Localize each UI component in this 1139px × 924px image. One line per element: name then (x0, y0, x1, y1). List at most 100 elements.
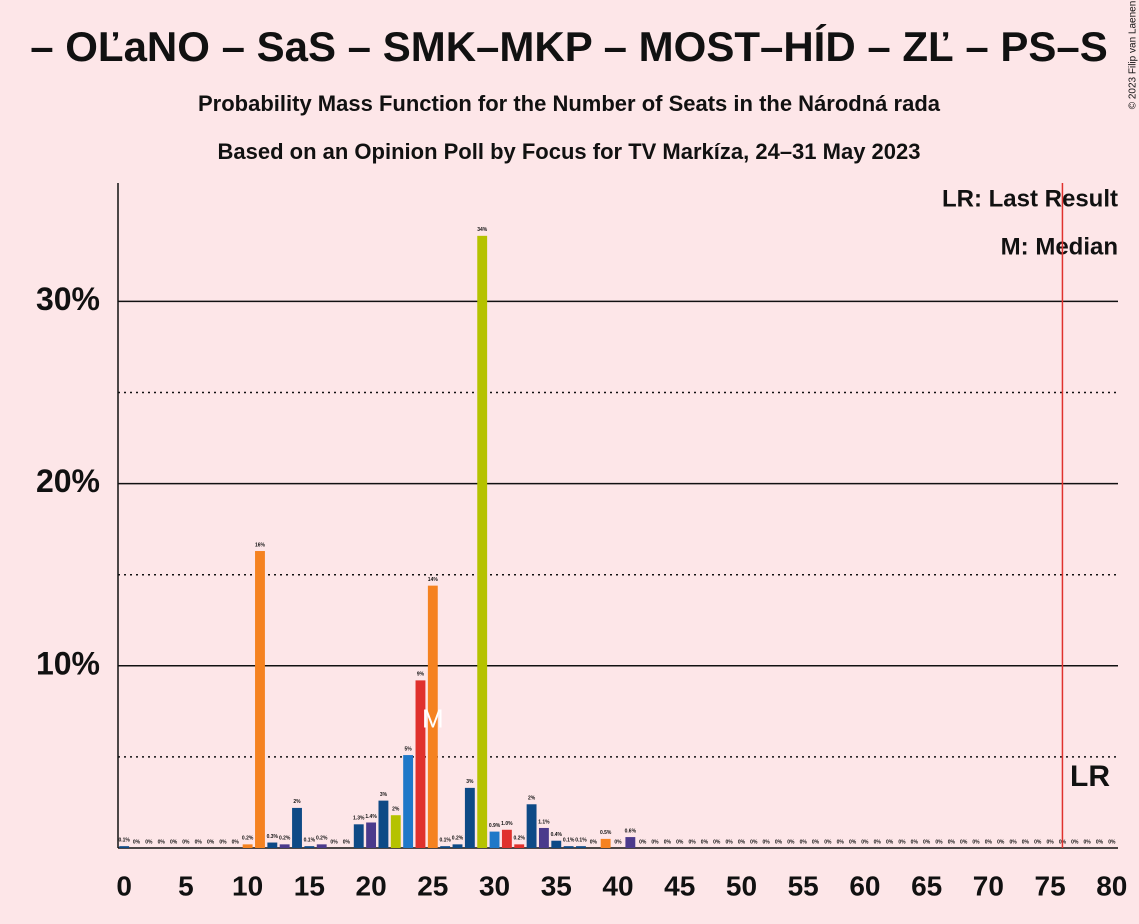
bar (514, 844, 525, 848)
value-label: 1.3% (353, 816, 365, 822)
x-tick-label: 35 (541, 870, 572, 901)
value-label: 0% (1096, 839, 1104, 845)
value-label: 0.2% (452, 836, 464, 842)
x-tick-label: 50 (726, 870, 757, 901)
value-label: 1.4% (365, 814, 377, 820)
value-label: 0% (1071, 839, 1079, 845)
bar (563, 846, 574, 848)
copyright: © 2023 Filip van Laenen (1128, 1, 1139, 110)
bar (551, 840, 562, 848)
value-label: 0% (886, 839, 894, 845)
last-result-label: LR (1070, 760, 1110, 793)
value-label: 0% (923, 839, 931, 845)
value-label: 0% (738, 839, 746, 845)
bar (600, 838, 611, 848)
bar (279, 844, 290, 848)
bar (378, 800, 389, 848)
value-label: 0.2% (242, 836, 254, 842)
chart-subtitle: Based on an Opinion Poll by Focus for TV… (218, 139, 921, 164)
value-label: 14% (428, 577, 439, 583)
value-label: 0% (590, 839, 598, 845)
value-label: 0% (824, 839, 832, 845)
bar (119, 846, 130, 848)
bar (366, 822, 377, 848)
bar (267, 842, 278, 848)
x-tick-label: 60 (849, 870, 880, 901)
value-label: 3% (466, 779, 474, 785)
value-label: 0% (664, 839, 672, 845)
bar (526, 804, 537, 848)
value-label: 5% (405, 746, 413, 752)
value-label: 0% (170, 839, 178, 845)
value-label: 0% (639, 839, 647, 845)
x-tick-label: 0 (116, 870, 132, 901)
bar (415, 680, 426, 848)
value-label: 0.2% (279, 836, 291, 842)
value-label: 0.4% (551, 832, 563, 838)
x-tick-label: 25 (417, 870, 448, 901)
value-label: 0.9% (489, 823, 501, 829)
value-label: 0% (750, 839, 758, 845)
value-label: 0% (874, 839, 882, 845)
x-tick-label: 5 (178, 870, 194, 901)
value-label: 0.1% (118, 838, 130, 844)
bar (353, 824, 364, 848)
value-label: 0% (219, 839, 227, 845)
value-label: 0% (849, 839, 857, 845)
bar (464, 787, 475, 848)
x-tick-label: 40 (602, 870, 633, 901)
value-label: 0.3% (267, 834, 279, 840)
value-label: 0% (713, 839, 721, 845)
value-label: 0% (1046, 839, 1054, 845)
value-label: 0.5% (600, 830, 612, 836)
median-marker: M (422, 703, 444, 733)
x-tick-label: 10 (232, 870, 263, 901)
value-label: 0% (676, 839, 684, 845)
value-label: 0.6% (625, 828, 637, 834)
value-label: 0% (960, 839, 968, 845)
value-label: 0% (1009, 839, 1017, 845)
value-label: 0% (688, 839, 696, 845)
chart-subtitle: Probability Mass Function for the Number… (198, 91, 941, 116)
x-tick-label: 80 (1096, 870, 1127, 901)
legend-entry: LR: Last Result (942, 185, 1118, 212)
bar (538, 827, 549, 848)
value-label: 0.1% (575, 838, 587, 844)
value-label: 0% (763, 839, 771, 845)
y-tick-label: 10% (36, 645, 100, 681)
value-label: 0% (898, 839, 906, 845)
value-label: 0% (207, 839, 215, 845)
value-label: 0.1% (439, 838, 451, 844)
value-label: 0% (1034, 839, 1042, 845)
legend-entry: M: Median (1001, 233, 1118, 260)
bar (501, 829, 512, 848)
value-label: 0% (861, 839, 869, 845)
value-label: 0% (972, 839, 980, 845)
bar (316, 844, 327, 848)
value-label: 0% (837, 839, 845, 845)
value-label: 0% (725, 839, 733, 845)
value-label: 16% (255, 542, 266, 548)
value-label: 0% (812, 839, 820, 845)
y-tick-label: 20% (36, 463, 100, 499)
x-tick-label: 30 (479, 870, 510, 901)
x-tick-label: 15 (294, 870, 325, 901)
bar (477, 235, 488, 848)
value-label: 0% (997, 839, 1005, 845)
value-label: 0% (948, 839, 956, 845)
bar (304, 846, 315, 848)
bar (576, 846, 586, 848)
bar (625, 837, 636, 848)
value-label: 2% (392, 807, 400, 813)
value-label: 0% (182, 839, 190, 845)
value-label: 0% (787, 839, 795, 845)
x-tick-label: 55 (788, 870, 819, 901)
bar (255, 551, 265, 848)
bar (452, 844, 463, 848)
x-tick-label: 75 (1035, 870, 1066, 901)
bar (489, 831, 500, 848)
x-tick-label: 45 (664, 870, 695, 901)
value-label: 0% (158, 839, 166, 845)
